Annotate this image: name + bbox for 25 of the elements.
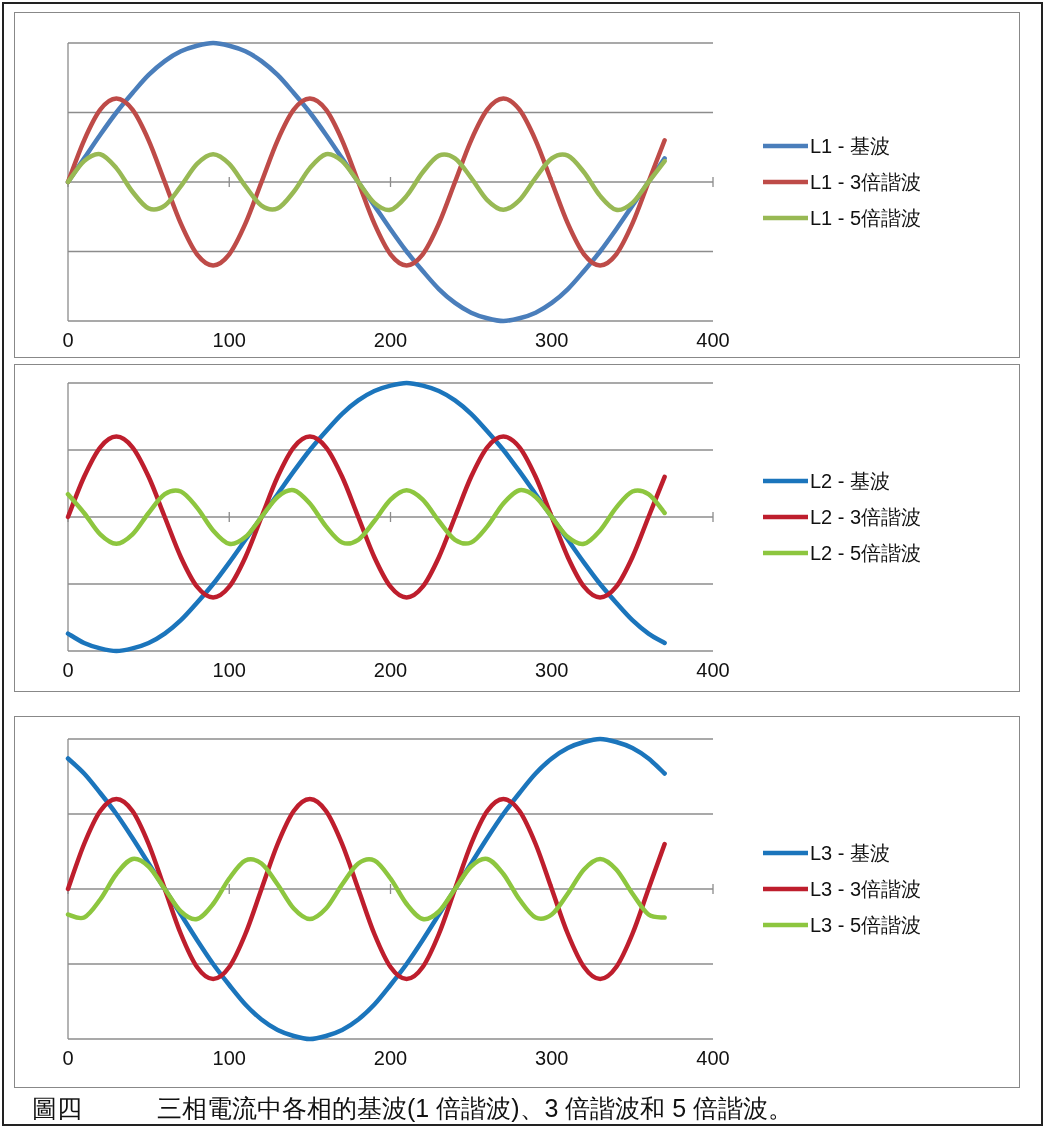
x-tick-label: 300 xyxy=(535,329,569,351)
x-tick-label: 400 xyxy=(696,329,730,351)
legend-label: L3 - 3倍諧波 xyxy=(810,878,922,900)
x-tick-label: 200 xyxy=(373,329,408,351)
x-tick-label: 0 xyxy=(62,329,74,351)
x-tick-label: 100 xyxy=(212,659,246,681)
x-tick-label: 400 xyxy=(696,1047,730,1069)
legend-label: L2 - 5倍諧波 xyxy=(810,542,922,564)
text: 圖四 三相電流中各相的基波(1 倍諧波)、3 倍諧波和 5 倍諧波。 xyxy=(32,1093,794,1124)
x-tick-label: 300 xyxy=(535,1047,569,1069)
legend-label: L1 - 基波 xyxy=(810,135,891,157)
x-tick-label: 300 xyxy=(535,659,569,681)
legend-label: L2 - 3倍諧波 xyxy=(810,506,922,528)
legend-label: L2 - 基波 xyxy=(810,470,891,492)
legend-label: L3 - 基波 xyxy=(810,842,891,864)
x-tick-label: 0 xyxy=(62,659,74,681)
x-tick-label: 200 xyxy=(373,1047,408,1069)
x-tick-label: 0 xyxy=(62,1047,74,1069)
x-tick-label: 200 xyxy=(373,659,408,681)
legend-label: L1 - 3倍諧波 xyxy=(810,171,922,193)
x-tick-label: 100 xyxy=(212,1047,246,1069)
legend-label: L3 - 5倍諧波 xyxy=(810,914,922,936)
x-tick-label: 100 xyxy=(212,329,246,351)
x-tick-label: 400 xyxy=(696,659,730,681)
legend-label: L1 - 5倍諧波 xyxy=(810,207,922,229)
